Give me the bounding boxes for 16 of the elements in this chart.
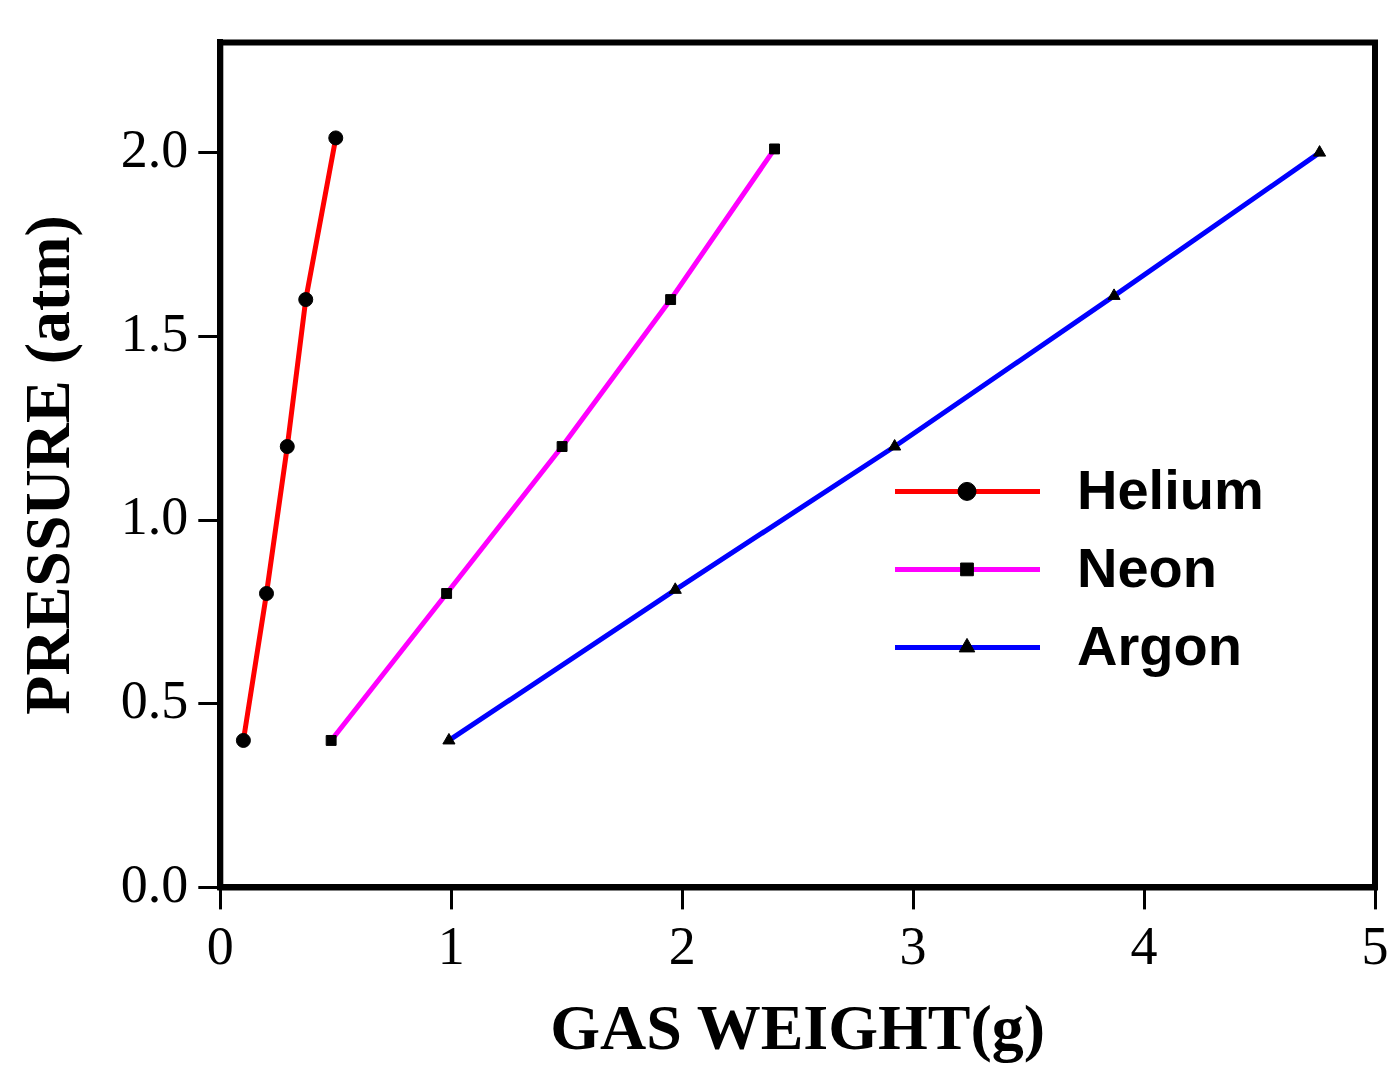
legend-label: Neon [1077, 535, 1217, 599]
y-axis-title: PRESSURE (atm) [11, 215, 83, 715]
y-tick-label: 0.5 [120, 669, 189, 730]
x-tick-label: 3 [899, 915, 927, 976]
legend-label: Argon [1077, 613, 1242, 677]
x-tick-label: 0 [206, 915, 234, 976]
x-tick-label: 1 [437, 915, 465, 976]
legend-label: Helium [1077, 457, 1264, 521]
x-tick-label: 5 [1361, 915, 1389, 976]
x-tick-label: 2 [668, 915, 696, 976]
y-tick-label: 2.0 [120, 118, 189, 179]
y-tick-label: 1.5 [120, 302, 189, 363]
x-axis-title: GAS WEIGHT(g) [550, 992, 1046, 1064]
x-tick-label: 4 [1130, 915, 1158, 976]
y-tick-label: 0.0 [120, 853, 189, 914]
y-tick-label: 1.0 [120, 486, 189, 547]
